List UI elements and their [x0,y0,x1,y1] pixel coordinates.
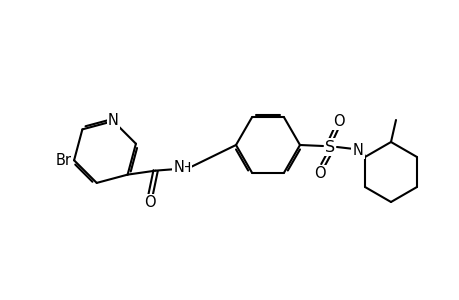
Text: Br: Br [56,153,72,168]
Text: O: O [313,167,325,182]
Text: N: N [107,112,118,128]
Text: N: N [352,142,363,158]
Text: O: O [144,195,155,210]
Text: S: S [324,140,334,154]
Text: N: N [173,160,184,175]
Text: H: H [180,160,190,175]
Text: O: O [332,113,344,128]
